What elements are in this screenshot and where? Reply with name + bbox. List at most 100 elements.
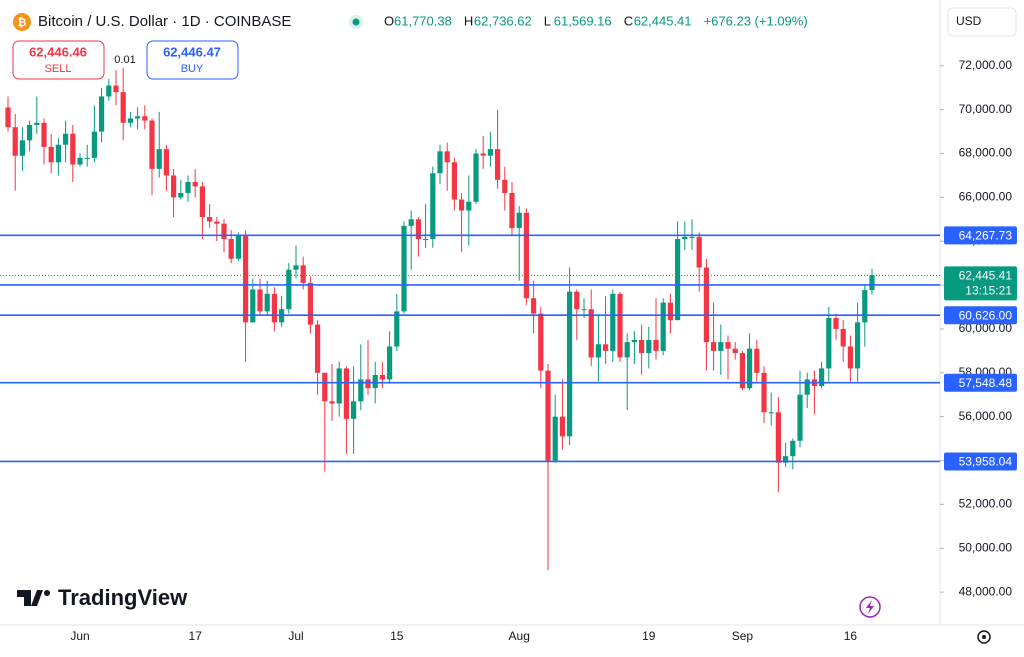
candle-body [171, 175, 177, 198]
y-tick-label: 72,000.00 [959, 58, 1013, 72]
candle-body [286, 269, 292, 310]
candle-body [444, 151, 450, 163]
currency-box[interactable] [947, 7, 1017, 37]
ohlc-label: L [544, 13, 551, 28]
candle-body [739, 353, 745, 389]
alert-icon[interactable] [866, 600, 874, 614]
price-line-label-box [944, 373, 1017, 392]
candle-body [99, 96, 105, 132]
buy-button[interactable]: 62,446.47 BUY [146, 40, 239, 80]
price-line-label: 64,267.73 [959, 229, 1013, 243]
candle-body [199, 186, 205, 218]
candle-body [315, 324, 321, 373]
status-dot [352, 18, 360, 26]
buy-price[interactable]: 62,446.47 [163, 44, 221, 59]
candle-body [732, 348, 738, 354]
spread: 0.01 [114, 54, 135, 66]
candle-body [639, 339, 645, 354]
buy-box[interactable] [146, 40, 239, 80]
sell-label[interactable]: SELL [45, 63, 72, 75]
candle-body [293, 265, 299, 270]
settings-icon[interactable] [977, 630, 991, 644]
candle-body [495, 149, 501, 180]
candle-body [761, 372, 767, 413]
currency[interactable]: USD [956, 14, 982, 28]
candle-body [797, 394, 803, 441]
candle-body [437, 151, 443, 174]
candle-body [113, 85, 119, 93]
candle-body [480, 153, 486, 156]
candle-body [790, 440, 796, 457]
candle-body [545, 370, 551, 461]
candle-body [408, 219, 414, 226]
candle-body [264, 293, 270, 312]
candle-body [603, 344, 609, 351]
candle-body [588, 309, 594, 358]
candle-body [487, 149, 493, 156]
candle-body [718, 342, 724, 351]
candle-body [235, 234, 241, 259]
sell-price[interactable]: 62,446.46 [29, 44, 87, 59]
candle-body [243, 234, 249, 323]
candle-body [689, 236, 695, 238]
candle-body [847, 346, 853, 369]
candle-body [257, 289, 263, 312]
brand-logo: TradingView [17, 585, 188, 610]
price-line-label-box [944, 306, 1017, 325]
candle-body [696, 236, 702, 268]
candle-body [768, 412, 774, 414]
logo-mark [44, 590, 50, 596]
candle-body [34, 122, 40, 125]
candle-body [365, 379, 371, 389]
candle-body [84, 157, 90, 159]
candle-body [207, 217, 213, 222]
candle-body [91, 131, 97, 158]
candle-body [747, 348, 753, 389]
candle-body [55, 144, 61, 163]
candle-body [48, 146, 54, 163]
x-tick-label: 15 [390, 629, 404, 643]
candle-body [473, 153, 479, 202]
price-line-label-box [944, 452, 1017, 471]
candle-body [343, 368, 349, 419]
candle-body [675, 239, 681, 321]
candle-body [178, 192, 184, 198]
candle-body [869, 275, 875, 291]
currency-button[interactable]: USD [947, 7, 1017, 37]
sell-box[interactable] [12, 40, 105, 80]
candle-body [228, 239, 234, 259]
candle-body [826, 317, 832, 369]
candle-body [509, 192, 515, 229]
candle-body [725, 342, 731, 349]
settings-icon[interactable] [982, 635, 986, 639]
ohlc-legend: O 61,770.38 H 62,736.62 L 61,569.16 C 62,445.41… [384, 13, 808, 28]
candle-body [451, 162, 457, 200]
candle-body [221, 223, 227, 240]
candle-body [552, 416, 558, 461]
candle-body [502, 179, 508, 193]
candle-body [394, 311, 400, 347]
candle-body [862, 290, 868, 323]
candle-body [610, 293, 616, 351]
candle-body [660, 302, 666, 351]
candle-body [646, 339, 652, 354]
candle-body [149, 120, 155, 169]
candle-body [106, 85, 112, 97]
x-tick-label: Sep [732, 629, 754, 643]
candle-body [624, 342, 630, 358]
candle-body [415, 219, 421, 240]
candle-body [703, 267, 709, 343]
y-tick-label: 52,000.00 [959, 497, 1013, 511]
candle-body [840, 328, 846, 347]
sell-button[interactable]: 62,446.46 SELL [12, 40, 105, 80]
candle-body [523, 212, 529, 299]
candle-body [667, 302, 673, 321]
candle-body [567, 291, 573, 437]
buy-label[interactable]: BUY [181, 63, 204, 75]
candle-body [833, 317, 839, 329]
candle-body [775, 412, 781, 463]
last-price-box [944, 266, 1017, 301]
countdown-label: 13:15:21 [965, 283, 1012, 297]
